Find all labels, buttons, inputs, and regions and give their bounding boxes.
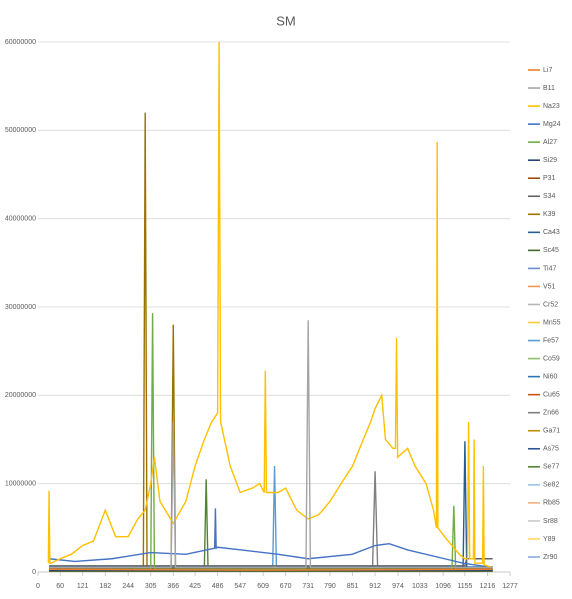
x-tick-label: 912 [369,583,381,590]
x-tick-label: 1096 [435,583,451,590]
legend-label: Ga71 [543,428,560,435]
x-tick-label: 486 [212,583,224,590]
y-tick-label: 20000000 [5,392,36,399]
series-line [49,465,493,568]
x-tick-label: 1216 [480,583,496,590]
x-tick-label: 366 [167,583,179,590]
series-line [49,568,493,571]
legend-label: Mg24 [543,121,561,128]
x-tick-label: 731 [302,583,314,590]
legend-label: Cr52 [543,301,558,308]
y-tick-label: 50000000 [5,127,36,134]
x-tick-label: 425 [189,583,201,590]
legend-label: Ni60 [543,373,558,380]
legend-label: Zr90 [543,554,558,561]
x-tick-label: 121 [77,583,89,590]
y-tick-label: 40000000 [5,216,36,223]
series-line [49,112,493,571]
x-tick-label: 1033 [412,583,428,590]
x-tick-label: 0 [36,583,40,590]
legend-label: Na23 [543,103,560,110]
x-tick-label: 182 [99,583,111,590]
series-line [49,441,493,571]
legend-label: Zn66 [543,410,559,417]
x-tick-label: 1277 [502,583,518,590]
y-tick-label: 60000000 [5,39,36,46]
legend-label: B11 [543,85,555,92]
legend-label: Rb85 [543,500,560,507]
legend-label: P31 [543,175,556,182]
y-tick-label: 0 [32,569,36,576]
x-tick-label: 609 [257,583,269,590]
legend-label: Li7 [543,67,552,74]
series-line [49,320,493,569]
chart-title: SM [276,13,296,28]
legend-label: Cu65 [543,392,560,399]
x-tick-label: 305 [145,583,157,590]
legend-label: S34 [543,193,556,200]
legend-label: V51 [543,283,556,290]
legend-label: K39 [543,211,556,218]
x-tick-label: 851 [347,583,359,590]
legend-label: Y89 [543,536,556,543]
legend-label: Ti47 [543,265,556,272]
legend-label: As75 [543,446,559,453]
legend-label: Ca43 [543,229,560,236]
series-line [47,41,493,569]
legend-label: Si29 [543,157,557,164]
series-line [49,558,493,567]
legend-label: Se82 [543,482,559,489]
legend-label: Fe57 [543,337,559,344]
legend-label: Sc45 [543,247,559,254]
x-tick-label: 60 [56,583,64,590]
x-tick-label: 974 [392,583,404,590]
x-tick-label: 790 [324,583,336,590]
x-tick-label: 670 [280,583,292,590]
legend-label: Sr88 [543,518,558,525]
legend-label: Se77 [543,464,559,471]
y-tick-label: 10000000 [5,481,36,488]
legend-label: Mn55 [543,319,561,326]
y-tick-label: 30000000 [5,304,36,311]
legend-label: Co59 [543,355,560,362]
x-tick-label: 547 [234,583,246,590]
series-line [49,508,493,569]
legend-label: Al27 [543,139,557,146]
series-line [49,313,493,571]
x-tick-label: 1155 [457,583,472,590]
x-tick-label: 244 [122,583,134,590]
